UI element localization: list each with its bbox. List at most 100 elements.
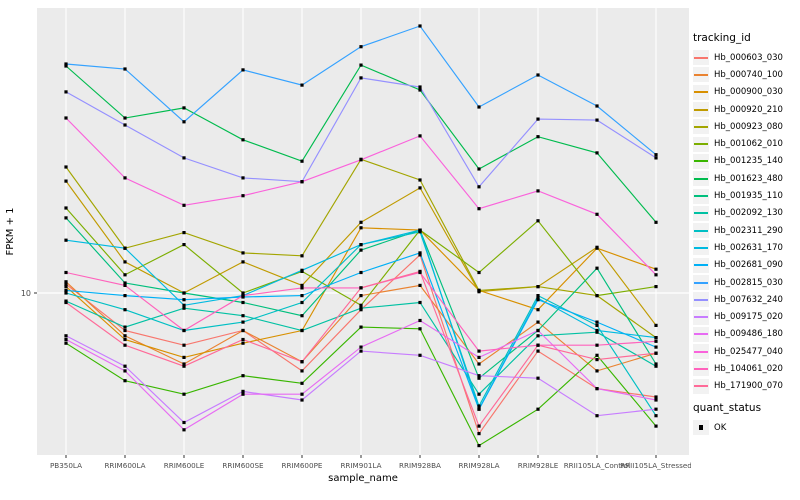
data-point — [477, 404, 481, 408]
data-point — [64, 270, 68, 275]
data-point — [123, 343, 127, 347]
legend-item: Hb_000740_100 — [693, 66, 783, 83]
data-point — [418, 88, 422, 92]
x-tick-label: RRII105LA_Stressed — [620, 461, 691, 470]
data-point — [182, 364, 186, 368]
series-color-swatch — [694, 177, 708, 180]
data-point — [300, 381, 304, 385]
data-point — [477, 392, 481, 396]
data-point — [654, 336, 658, 340]
data-point — [300, 360, 304, 364]
data-point — [123, 116, 127, 120]
data-point — [182, 120, 186, 124]
series-color-swatch — [694, 143, 708, 146]
data-point — [595, 151, 599, 155]
data-point — [477, 374, 481, 378]
legend-item-label: Hb_000900_030 — [714, 87, 783, 98]
data-point — [536, 320, 540, 324]
data-point — [64, 238, 68, 242]
legend-key-line-icon — [693, 136, 709, 152]
series-color-swatch — [694, 367, 708, 370]
data-point — [182, 106, 186, 110]
data-point — [300, 369, 304, 373]
legend-item: Hb_000900_030 — [693, 84, 783, 101]
data-point — [477, 185, 481, 189]
data-point — [536, 73, 540, 77]
data-point — [477, 105, 481, 109]
legend-key-line-icon — [693, 84, 709, 100]
legend-item-label: Hb_171900_070 — [714, 381, 783, 392]
data-point — [359, 45, 363, 49]
legend-item: Hb_025477_040 — [693, 343, 783, 360]
data-point — [418, 85, 422, 89]
data-point — [595, 320, 599, 324]
data-point — [654, 407, 658, 411]
data-point — [418, 228, 422, 232]
series-color-swatch — [694, 73, 708, 76]
fpkm-line-chart: PB350LA RRIM600LA RRIM600LE RRIM600SE RRIM60… — [5, 8, 691, 484]
data-point — [654, 285, 658, 289]
data-point — [595, 118, 599, 122]
data-point — [359, 243, 363, 247]
data-point — [359, 248, 363, 252]
legend-item-label: Hb_009486_180 — [714, 329, 783, 340]
legend-key-line-icon — [693, 153, 709, 169]
data-point — [477, 270, 481, 275]
data-point — [123, 379, 127, 383]
legend-key-line-icon — [693, 205, 709, 221]
data-point — [182, 303, 186, 307]
x-tick-label: RRIM600LE — [164, 461, 205, 470]
data-point — [241, 251, 245, 255]
data-point — [595, 266, 599, 270]
data-point — [359, 286, 363, 290]
data-point — [123, 294, 127, 298]
data-point — [64, 62, 68, 66]
legend-item-label: Hb_001623_480 — [714, 173, 783, 184]
data-point — [418, 178, 422, 182]
data-point — [182, 343, 186, 347]
data-point — [241, 294, 245, 298]
x-tick-label: RRIM928LA — [458, 461, 499, 470]
y-axis-title: FPKM + 1 — [5, 207, 16, 255]
data-point — [64, 291, 68, 295]
data-point — [595, 330, 599, 334]
data-point — [654, 156, 658, 160]
data-point — [123, 325, 127, 329]
series-color-swatch — [694, 125, 708, 128]
legend-key-line-icon — [693, 50, 709, 66]
legend-key-line-icon — [693, 171, 709, 187]
data-point — [64, 216, 68, 220]
data-point — [123, 369, 127, 373]
data-point — [241, 392, 245, 396]
data-point — [123, 283, 127, 287]
data-point — [477, 376, 481, 380]
data-point — [123, 328, 127, 333]
data-point — [241, 320, 245, 324]
data-point — [300, 180, 304, 184]
x-tick-label: RRIM600PE — [282, 461, 323, 470]
plot-panel — [37, 8, 689, 455]
x-axis-title: sample_name — [328, 473, 398, 484]
data-point — [300, 328, 304, 333]
data-point — [123, 246, 127, 250]
x-tick-label: RRIM901LA — [340, 461, 381, 470]
legend-item-label: Hb_000923_080 — [714, 121, 783, 132]
series-color-swatch — [694, 246, 708, 249]
x-tick-label: RRIM600LA — [104, 461, 145, 470]
data-point — [654, 339, 658, 343]
data-point — [654, 395, 658, 399]
data-point — [536, 308, 540, 312]
data-point — [182, 420, 186, 425]
legend-item: Hb_002631_170 — [693, 239, 783, 256]
legend-key-line-icon — [693, 67, 709, 83]
data-point — [64, 64, 68, 68]
data-point — [595, 104, 599, 108]
data-point — [359, 306, 363, 310]
y-tick-label: 10 — [21, 289, 31, 298]
data-point — [536, 189, 540, 193]
legend-title-tracking-id: tracking_id — [693, 32, 751, 44]
data-point — [123, 334, 127, 338]
series-color-swatch — [694, 350, 708, 353]
legend-items-tracking-id: Hb_000603_030 Hb_000740_100 Hb_000900_030 H… — [693, 49, 783, 395]
legend-item: Hb_001935_110 — [693, 187, 783, 204]
